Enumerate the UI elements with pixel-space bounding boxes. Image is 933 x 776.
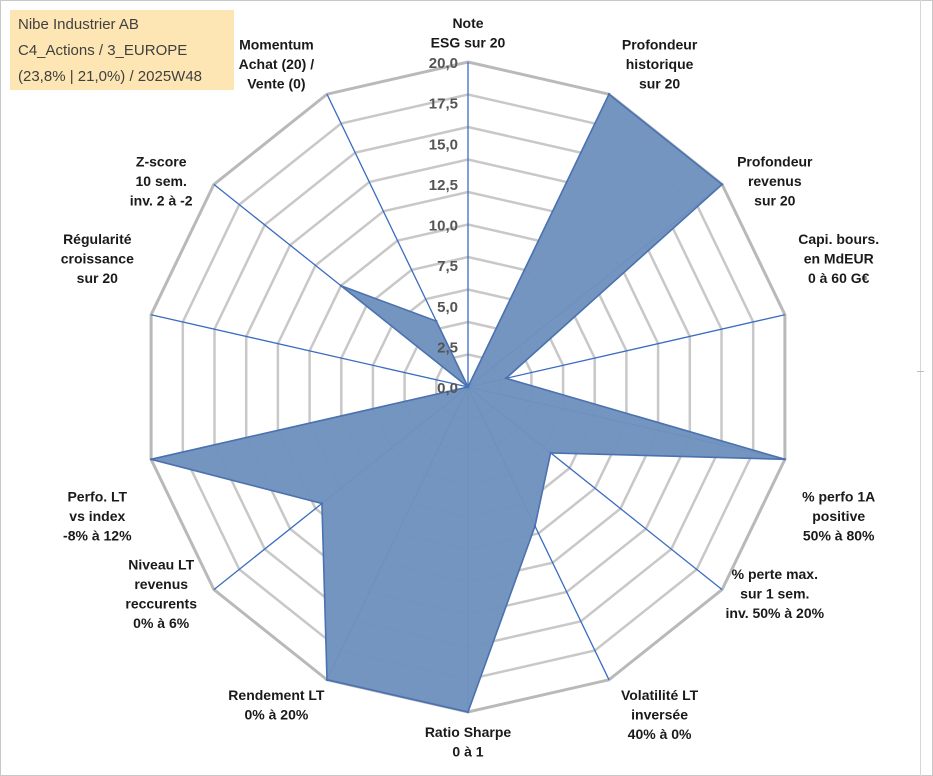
series-point <box>435 319 438 323</box>
tick-label: 10,0 <box>429 218 458 235</box>
series-point <box>504 377 508 380</box>
axis-label-line: positive <box>812 508 865 524</box>
axis-label-line: Perfo. LT <box>67 488 127 504</box>
axis-label-line: sur 20 <box>754 192 795 208</box>
series-point <box>533 524 537 528</box>
tick-label: 17,5 <box>429 96 458 113</box>
axis-label: Profondeur revenus sur 20 <box>737 153 813 208</box>
axis-label-line: inv. 50% à 20% <box>726 605 825 621</box>
window-divider <box>920 0 921 776</box>
axis-label-line: Niveau LT <box>128 556 194 572</box>
axis-label-line: historique <box>626 56 694 72</box>
title-line-metrics: (23,8% | 21,0%) / 2025W48 <box>18 68 202 85</box>
axis-label-line: % perte max. <box>732 566 818 582</box>
axis-label-line: Profondeur <box>737 153 813 169</box>
tick-label: 0,0 <box>437 380 458 397</box>
series-point <box>549 451 552 455</box>
axis-label-line: inversée <box>631 707 688 723</box>
series-point <box>149 458 153 461</box>
axis-label-line: croissance <box>61 251 134 267</box>
axis-label-line: Z-score <box>136 153 187 169</box>
divider-tick <box>917 371 924 372</box>
title-line-category: C4_Actions / 3_EUROPE <box>18 42 188 59</box>
radar-series <box>149 92 787 714</box>
axis-label-line: sur 20 <box>639 75 680 91</box>
tick-label: 2,5 <box>437 339 458 356</box>
axis-label: % perte max. sur 1 sem. inv. 50% à 20% <box>726 566 825 621</box>
title-line-company: Nibe Industrier AB <box>18 16 139 33</box>
axis-label-line: Régularité <box>63 231 132 247</box>
series-point <box>783 458 787 461</box>
axis-label: Note ESG sur 20 <box>431 15 506 51</box>
tick-label: 5,0 <box>437 299 458 316</box>
axis-label: Z-score 10 sem. inv. 2 à -2 <box>130 153 193 208</box>
axis-labels: Note ESG sur 20 Profondeur historique sur 20… <box>61 15 879 760</box>
tick-label: 20,0 <box>429 55 458 72</box>
axis-label-line: Note <box>452 15 483 31</box>
tick-label: 15,0 <box>429 136 458 153</box>
axis-label: Volatilité LT inversée 40% à 0% <box>621 687 699 742</box>
axis-label-line: 40% à 0% <box>628 726 692 742</box>
axis-label-line: inv. 2 à -2 <box>130 192 193 208</box>
axis-spoke <box>150 314 469 388</box>
series-point <box>466 385 470 389</box>
axis-label: Rendement LT 0% à 20% <box>228 687 325 723</box>
axis-label-line: 0% à 6% <box>133 615 190 631</box>
tick-label: 7,5 <box>437 258 458 275</box>
axis-label-line: reccurents <box>125 595 197 611</box>
series-point <box>320 502 324 505</box>
axis-label: Régularité croissance sur 20 <box>61 231 134 286</box>
axis-label-line: 50% à 80% <box>803 527 875 543</box>
axis-label-line: 10 sem. <box>136 173 187 189</box>
axis-label-line: en MdEUR <box>804 251 874 267</box>
axis-label-line: 0 à 60 G€ <box>808 270 870 286</box>
axis-label-line: Volatilité LT <box>621 687 699 703</box>
axis-spoke <box>467 314 786 388</box>
series-point <box>607 93 611 96</box>
axis-label-line: ESG sur 20 <box>431 35 506 51</box>
series-point <box>466 710 470 714</box>
axis-label-line: -8% à 12% <box>63 527 132 543</box>
axis-label-line: Ratio Sharpe <box>425 724 512 740</box>
axis-label-line: sur 1 sem. <box>740 586 809 602</box>
axis-label-line: revenus <box>134 576 188 592</box>
axis-label-line: Momentum <box>239 36 314 52</box>
axis-label: Perfo. LT vs index -8% à 12% <box>63 488 132 543</box>
tick-label: 12,5 <box>429 177 458 194</box>
chart-title-box: Nibe Industrier AB C4_Actions / 3_EUROPE… <box>10 10 234 90</box>
axis-label-line: sur 20 <box>77 270 118 286</box>
axis-label-line: Rendement LT <box>228 687 325 703</box>
axis-label: % perfo 1A positive 50% à 80% <box>802 488 875 543</box>
axis-label: Profondeur historique sur 20 <box>622 36 698 91</box>
axis-label-line: revenus <box>748 173 802 189</box>
axis-label-line: vs index <box>69 508 125 524</box>
axis-label: Niveau LT revenus reccurents 0% à 6% <box>125 556 197 631</box>
series-point <box>325 678 329 681</box>
axis-label-line: % perfo 1A <box>802 488 875 504</box>
axis-label-line: Achat (20) / <box>239 56 315 72</box>
axis-label-line: 0% à 20% <box>244 707 308 723</box>
axis-label: Momentum Achat (20) / Vente (0) <box>239 36 315 91</box>
radial-tick-labels: 0,0 2,5 5,0 7,5 10,0 12,5 15,0 17,5 20,0 <box>429 55 458 397</box>
axis-label-line: Vente (0) <box>247 75 305 91</box>
axis-label-line: Profondeur <box>622 36 698 52</box>
axis-label-line: 0 à 1 <box>452 744 483 760</box>
axis-label: Ratio Sharpe 0 à 1 <box>425 724 512 760</box>
axis-label: Capi. bours. en MdEUR 0 à 60 G€ <box>798 231 879 286</box>
axis-label-line: Capi. bours. <box>798 231 879 247</box>
series-point <box>720 183 724 186</box>
series-point <box>339 284 343 287</box>
